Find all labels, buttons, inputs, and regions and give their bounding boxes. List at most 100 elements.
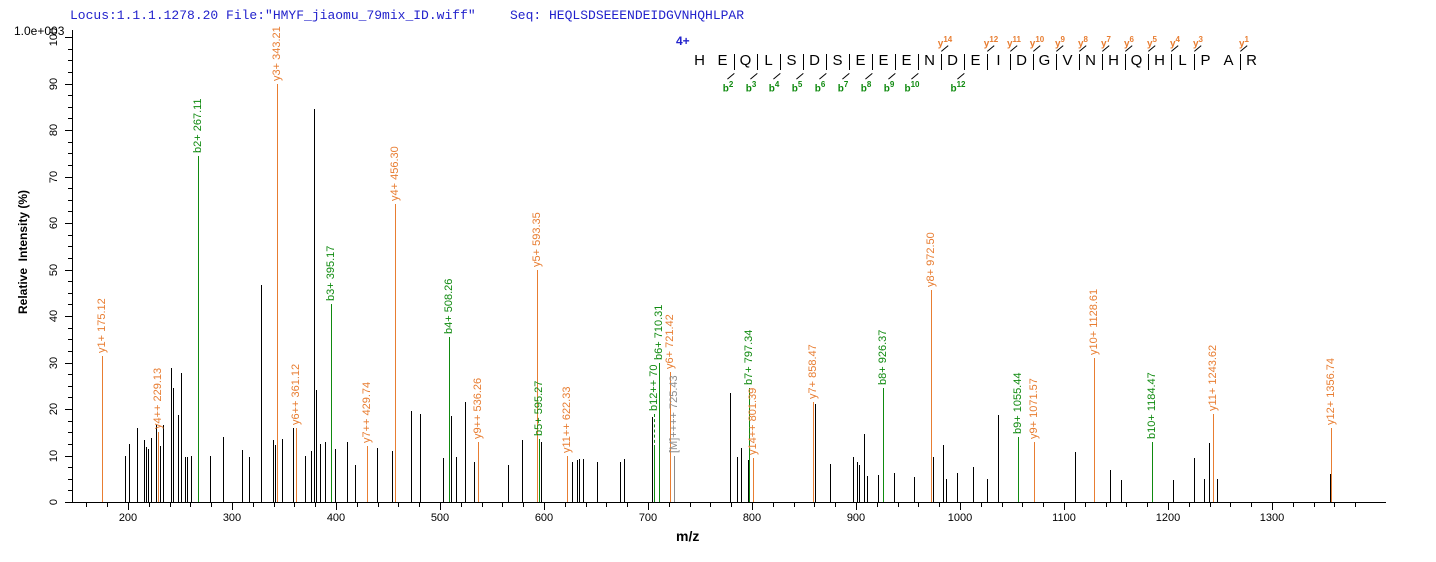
y-minor-tick: [68, 188, 72, 190]
unassigned-peak: [334, 448, 336, 502]
x-minor-tick: [1334, 503, 1336, 507]
unassigned-peak: [261, 284, 263, 502]
x-minor-tick: [1355, 503, 1357, 507]
x-minor-tick: [86, 503, 88, 507]
sequence-residue: G: [1038, 52, 1051, 69]
sequence-y3-label: y3: [1192, 35, 1203, 50]
b-ion-peak: [448, 336, 450, 502]
x-major-tick: [1272, 503, 1273, 510]
y-ion-peak-label: y6+ 721.42: [664, 314, 677, 369]
x-major-tick: [960, 503, 961, 510]
x-minor-tick: [315, 503, 317, 507]
y-ion-peak-label: y11++ 622.33: [561, 386, 574, 453]
y-minor-tick: [68, 153, 72, 155]
y-tick-label: 50: [48, 263, 60, 276]
x-minor-tick: [918, 503, 920, 507]
unassigned-peak: [347, 441, 349, 502]
y-ion-peak: [1034, 441, 1036, 502]
unassigned-peak: [579, 458, 581, 502]
x-minor-tick: [294, 503, 296, 507]
unassigned-peak: [354, 464, 356, 502]
sequence-residue: S: [832, 52, 843, 69]
sequence-b9-label: b9: [883, 80, 895, 95]
x-minor-tick: [814, 503, 816, 507]
sequence-residue: D: [809, 52, 820, 69]
y-ion-peak-label: y9++ 536.26: [471, 377, 484, 439]
unassigned-peak: [272, 440, 274, 502]
unassigned-peak: [241, 449, 243, 502]
unassigned-peak: [310, 450, 312, 502]
unassigned-peak: [163, 424, 165, 502]
y-ion-peak: [1331, 427, 1332, 502]
b-ion-peak: [658, 362, 660, 502]
sequence-residue: I: [996, 52, 1001, 69]
unassigned-peak: [737, 456, 739, 502]
unassigned-peak: [160, 446, 162, 502]
unassigned-peak: [173, 388, 175, 502]
x-minor-tick: [1209, 503, 1211, 507]
b-ion-peak-label: b6+ 710.31: [652, 304, 665, 360]
x-minor-tick: [731, 503, 733, 507]
y-minor-tick: [68, 234, 72, 236]
y-minor-tick: [68, 257, 72, 259]
y-minor-tick: [68, 478, 72, 480]
x-minor-tick: [356, 503, 358, 507]
label-leader-line: [654, 414, 656, 449]
sequence-y8-label: y8: [1077, 35, 1088, 50]
y-minor-tick: [68, 432, 72, 434]
unassigned-peak: [864, 434, 865, 502]
sequence-y9-label: y9: [1054, 35, 1065, 50]
unassigned-peak: [222, 436, 224, 502]
unassigned-peak: [137, 427, 139, 502]
x-minor-tick: [668, 503, 670, 507]
y-tick-label: 100: [48, 27, 60, 47]
unassigned-peak: [147, 448, 149, 502]
x-minor-tick: [1105, 503, 1107, 507]
b-ion-peak: [1017, 436, 1019, 502]
b-ion-peak-label: b7+ 797.34: [743, 329, 756, 386]
y-minor-tick: [68, 164, 72, 166]
unassigned-peak: [474, 462, 475, 502]
sequence-residue: D: [1016, 52, 1027, 69]
x-tick-label: 1100: [1052, 512, 1076, 524]
x-axis-line: [72, 502, 1386, 503]
unassigned-peak: [464, 402, 466, 502]
x-minor-tick: [377, 503, 379, 507]
fragment-gap-line: [987, 54, 988, 70]
x-minor-tick: [502, 503, 504, 507]
y-tick-label: 0: [48, 498, 60, 506]
y-ion-peak-label: y7++ 429.74: [360, 382, 373, 444]
fragment-gap-line: [1171, 54, 1172, 70]
sequence-residue: E: [878, 52, 889, 69]
y-major-tick: [65, 269, 72, 271]
fragment-gap-line: [757, 54, 758, 70]
sequence-residue: N: [924, 52, 935, 69]
y-tick-label: 90: [48, 77, 60, 90]
sequence-b8-label: b8: [860, 80, 872, 95]
unassigned-peak: [1209, 442, 1211, 502]
b-ion-peak: [654, 448, 656, 502]
y-ion-peak: [1213, 413, 1215, 502]
y-major-tick: [65, 223, 72, 224]
x-minor-tick: [273, 503, 275, 507]
sequence-residue: P: [1200, 52, 1211, 69]
y-minor-tick: [68, 327, 72, 329]
unassigned-peak: [576, 460, 578, 502]
sequence-y10-label: y10: [1029, 35, 1045, 50]
unassigned-peak: [956, 473, 958, 502]
x-minor-tick: [211, 503, 213, 507]
x-tick-label: 600: [534, 512, 554, 524]
y-ion-peak-label: y9+ 1071.57: [1028, 377, 1041, 439]
y-ion-peak-label: y7+ 858.47: [806, 344, 819, 400]
unassigned-peak: [316, 390, 318, 502]
x-minor-tick: [1188, 503, 1190, 507]
sequence-residue: E: [970, 52, 981, 69]
sequence-y5-label: y5: [1146, 35, 1157, 50]
x-major-tick: [1168, 503, 1169, 510]
unassigned-peak: [597, 462, 599, 502]
x-minor-tick: [523, 503, 525, 507]
b-ion-peak: [749, 388, 751, 502]
y-minor-tick: [68, 48, 72, 50]
